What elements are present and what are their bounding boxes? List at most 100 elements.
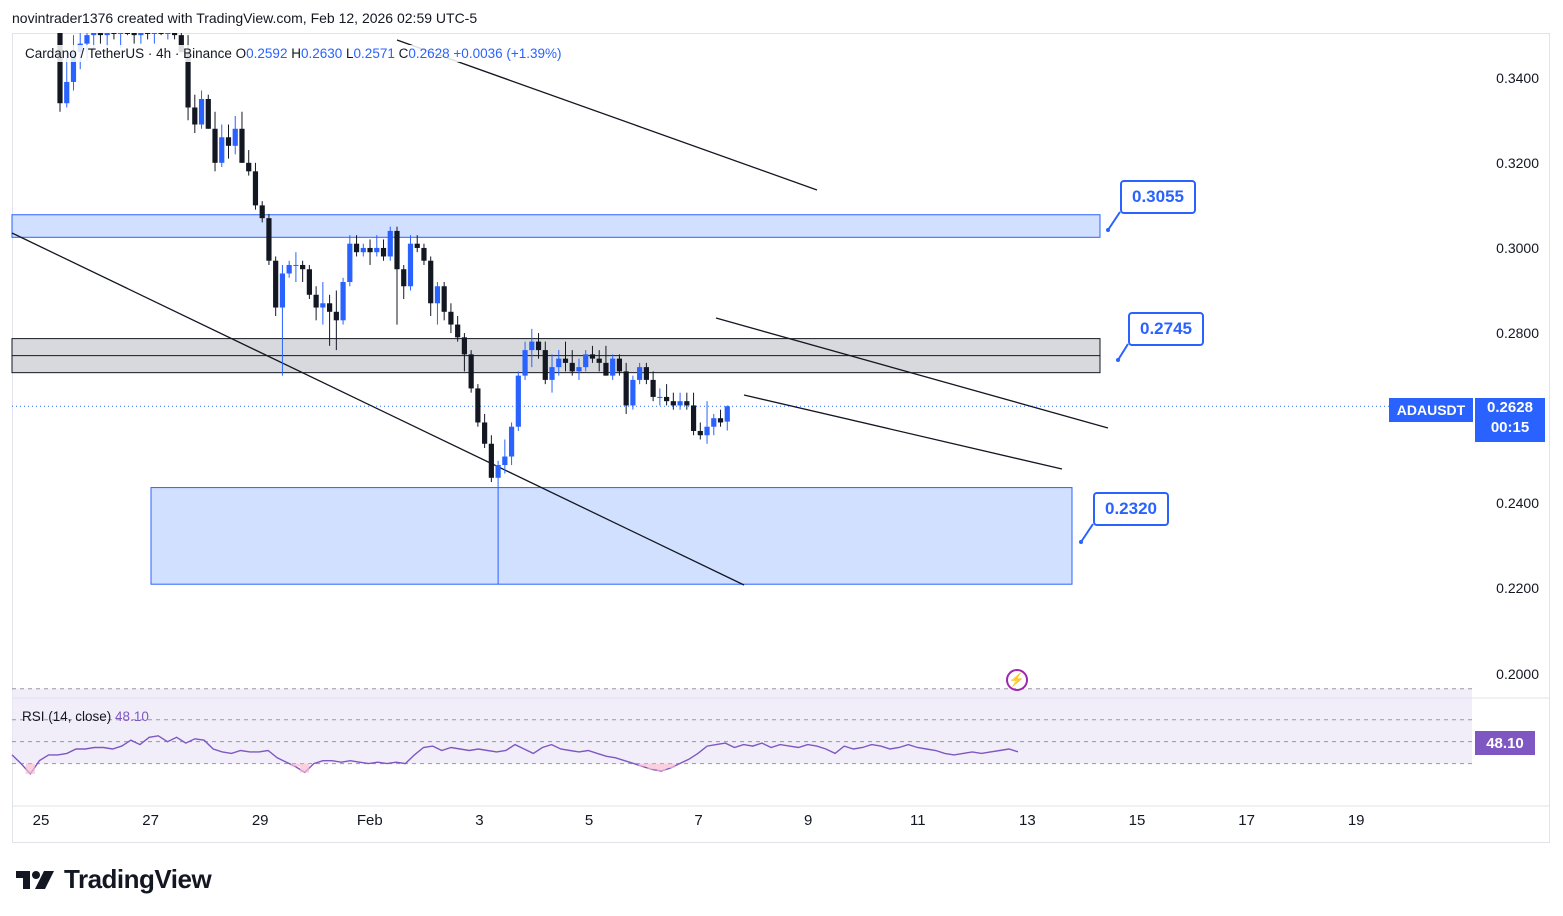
rsi-label: RSI (14, close): [22, 709, 112, 724]
candle-body: [677, 401, 683, 406]
candle-body: [643, 367, 649, 380]
candle-body: [353, 243, 360, 253]
candle-body: [360, 247, 366, 253]
candle-body: [711, 418, 717, 427]
chart-frame: [12, 33, 1550, 843]
candle-body: [488, 443, 494, 478]
rsi-band: [12, 688, 1472, 764]
rsi-value-tag: 48.10: [1475, 731, 1535, 755]
x-tick-label: 19: [1347, 812, 1365, 829]
x-tick-label: 5: [584, 812, 594, 829]
candle-body: [515, 375, 521, 427]
trendline: [11, 232, 745, 586]
legend-symbol: Cardano / TetherUS · 4h · Binance: [25, 46, 232, 61]
candle-body: [111, 33, 117, 34]
candle-body: [374, 247, 380, 253]
candle-body: [569, 362, 575, 372]
candle-body: [131, 33, 137, 36]
candle-body: [690, 405, 697, 431]
candle-body: [300, 264, 306, 270]
candle-body: [124, 33, 130, 34]
candle-body: [461, 337, 467, 355]
candle-body: [185, 52, 191, 108]
x-tick-label: 3: [475, 812, 484, 829]
candle-body: [657, 396, 663, 398]
rsi-oversold-fill: [290, 763, 301, 767]
x-tick-label: 7: [694, 812, 703, 829]
candle-body: [583, 354, 589, 368]
x-tick-label: 13: [1019, 812, 1036, 829]
candle-body: [84, 35, 90, 44]
rsi-legend: RSI (14, close) 48.10: [22, 709, 149, 724]
candle-body: [664, 396, 670, 402]
candle-body: [522, 350, 528, 376]
callout-anchor: [1116, 358, 1120, 362]
callout-connector: [1107, 211, 1121, 231]
candle-body: [407, 243, 414, 287]
candle-body: [556, 358, 562, 368]
x-tick-label: 17: [1238, 812, 1255, 829]
legend-close-label: C: [398, 46, 409, 61]
candle-body: [192, 107, 198, 125]
x-tick-label: 15: [1128, 812, 1146, 829]
candle-body: [333, 311, 339, 321]
callout-pivot[interactable]: 0.2745: [1128, 312, 1204, 346]
candle-body: [327, 303, 333, 312]
bar-countdown: 00:15: [1490, 419, 1530, 436]
legend-change: +0.0036 (+1.39%): [453, 46, 562, 61]
rsi-oversold-fill: [665, 763, 676, 769]
legend-open: 0.2592: [246, 46, 288, 61]
candle-body: [273, 260, 279, 308]
candle-body: [286, 264, 292, 274]
callout-anchor: [1079, 540, 1083, 544]
callout-resistance[interactable]: 0.3055: [1120, 180, 1196, 214]
candle-body: [97, 33, 104, 36]
candle-body: [448, 311, 454, 325]
candle-body: [387, 230, 393, 257]
candle-body: [252, 171, 259, 206]
candle-body: [266, 218, 272, 261]
candle-body: [637, 367, 643, 380]
legend-open-label: O: [235, 46, 247, 61]
candle-body: [508, 426, 515, 457]
rsi-oversold-fill: [638, 763, 648, 767]
candle-body: [380, 247, 387, 257]
candle-body: [589, 354, 596, 359]
y-tick-label: 0.2200: [1496, 580, 1539, 597]
candle-body: [603, 362, 609, 376]
candle-body: [232, 128, 238, 146]
callout-connector: [1117, 343, 1129, 361]
candle-body: [347, 243, 353, 282]
candle-body: [482, 422, 488, 444]
trendline: [396, 39, 818, 191]
candle-body: [549, 367, 555, 380]
rsi-oversold-fill: [647, 763, 657, 770]
candle-body: [468, 354, 474, 389]
candle-body: [428, 260, 434, 304]
candle-body: [151, 33, 157, 34]
x-tick-label: Feb: [356, 812, 383, 829]
callout-support[interactable]: 0.2320: [1093, 492, 1169, 526]
candle-body: [306, 269, 312, 295]
candle-body: [535, 341, 542, 351]
candle-body: [529, 341, 535, 351]
candle-body: [475, 388, 481, 423]
candle-body: [724, 406, 730, 422]
legend-high: 0.2630: [300, 46, 343, 61]
legend-low-label: L: [346, 46, 354, 61]
y-tick-label: 0.2000: [1496, 665, 1539, 682]
candle-body: [205, 98, 211, 129]
candle-body: [610, 358, 616, 376]
candle-body: [70, 52, 77, 82]
candle-body: [542, 350, 548, 380]
candle-body: [495, 465, 501, 478]
candle-body: [455, 324, 461, 338]
rsi-oversold-fill: [656, 763, 666, 771]
lightning-bolt-icon[interactable]: ⚡: [1006, 669, 1028, 691]
candle-body: [239, 128, 245, 163]
candle-body: [421, 247, 427, 261]
current-price: 0.2628: [1487, 399, 1533, 416]
candle-body: [219, 137, 225, 163]
candle-body: [441, 286, 447, 312]
